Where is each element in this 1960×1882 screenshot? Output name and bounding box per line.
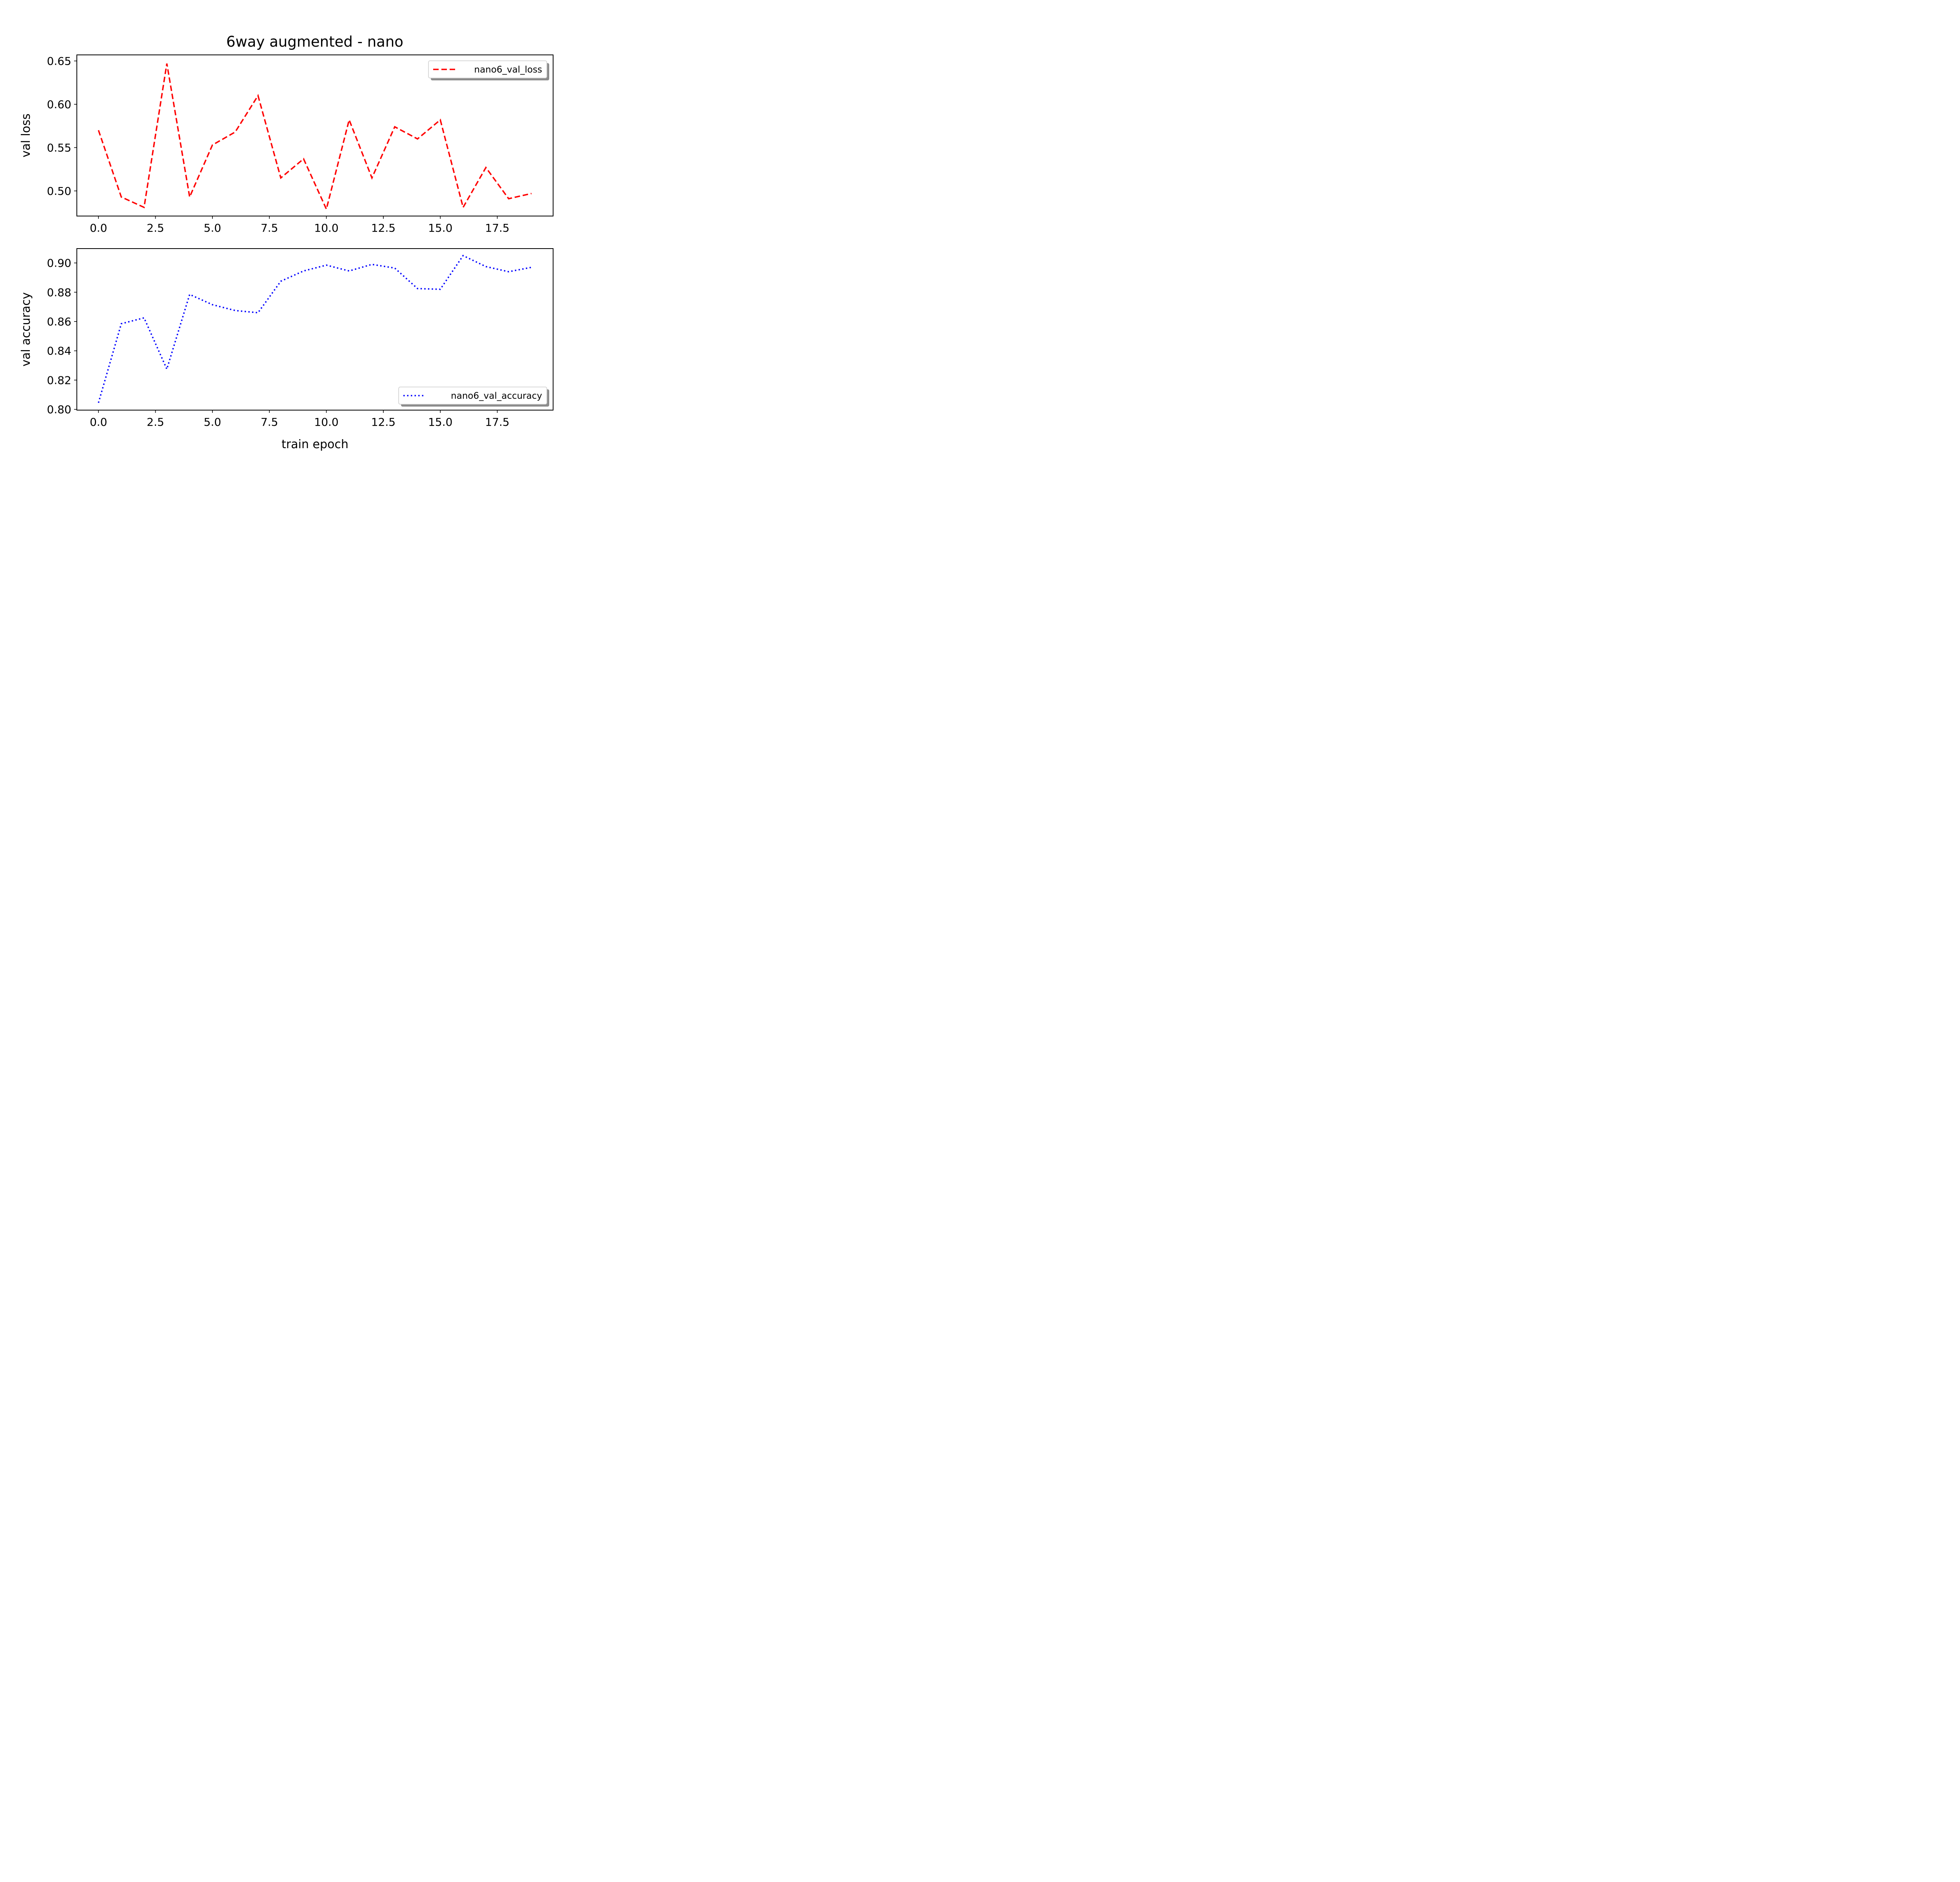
chart-title: 6way augmented - nano [226,33,403,50]
val-loss-xtick-label: 10.0 [314,222,338,234]
val-loss-panel: 0.0 2.5 5.0 7.5 10.0 12.5 15.0 17.5 0.50 0.55 0.60… [19,54,554,234]
val-accuracy-xtick-label: 0.0 [90,416,107,429]
val-accuracy-xtick-label: 10.0 [314,416,338,429]
val-loss-legend: nano6_val_loss [428,60,549,80]
val-accuracy-xtick-label: 12.5 [371,416,396,429]
val-loss-ytick-label: 0.50 [47,185,71,198]
val-loss-xtick-label: 12.5 [371,222,396,234]
val-accuracy-ytick-label: 0.84 [47,345,71,358]
val-accuracy-xtick-label: 2.5 [147,416,164,429]
val-accuracy-legend: nano6_val_accuracy [398,387,549,407]
val-loss-xtick-label: 17.5 [485,222,509,234]
val-accuracy-ytick-label: 0.80 [47,403,71,416]
val-accuracy-xtick-label: 15.0 [428,416,452,429]
chart-figure: 6way augmented - nano 0.0 2.5 5.0 7.5 10.0 12… [0,0,606,454]
val-accuracy-panel: 0.0 2.5 5.0 7.5 10.0 12.5 15.0 17.5 0.80 0.82 0.84… [19,248,554,451]
val-loss-axes-frame [76,54,554,216]
val-accuracy-xtick-label: 5.0 [204,416,221,429]
val-accuracy-axes-frame [76,248,554,411]
val-accuracy-xtick-label: 7.5 [261,416,278,429]
val-loss-ytick-label: 0.65 [47,54,71,67]
val-loss-ytick-label: 0.55 [47,141,71,154]
val-accuracy-ylabel: val accuracy [19,292,33,366]
val-loss-xtick-label: 7.5 [261,222,278,234]
val-loss-ytick-label: 0.60 [47,98,71,111]
val-accuracy-ytick-label: 0.90 [47,257,71,270]
val-loss-series-line [98,63,532,211]
val-accuracy-ytick-label: 0.86 [47,315,71,328]
val-loss-legend-box [428,60,547,78]
val-loss-xtick-label: 0.0 [90,222,107,234]
val-loss-xtick-label: 2.5 [147,222,164,234]
val-loss-xtick-label: 5.0 [204,222,221,234]
val-loss-xtick-label: 15.0 [428,222,452,234]
val-loss-ylabel: val loss [19,114,33,158]
val-accuracy-legend-box [398,387,547,405]
val-accuracy-ytick-label: 0.88 [47,286,71,299]
val-loss-legend-label: nano6_val_loss [474,65,542,75]
val-accuracy-xlabel: train epoch [281,438,348,451]
val-accuracy-legend-label: nano6_val_accuracy [451,391,542,401]
val-accuracy-xtick-label: 17.5 [485,416,509,429]
val-accuracy-ytick-label: 0.82 [47,374,71,387]
